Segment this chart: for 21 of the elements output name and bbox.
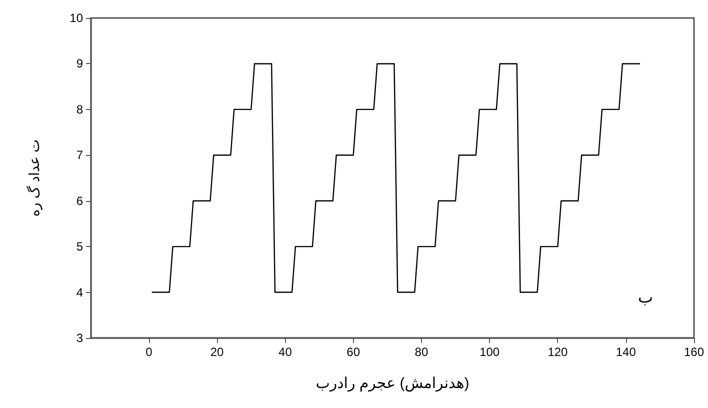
x-axis-title: هدنرامش) عجرم رادرب) bbox=[316, 375, 470, 392]
y-tick-label: 9 bbox=[76, 56, 84, 71]
x-tick-label: 0 bbox=[146, 345, 153, 359]
y-tick-label: 8 bbox=[76, 102, 84, 116]
y-tick-label: 5 bbox=[76, 240, 84, 254]
x-tick-label: 20 bbox=[210, 345, 224, 359]
line-series bbox=[152, 63, 640, 293]
annotation: ب bbox=[638, 290, 653, 306]
y-tick-label: 3 bbox=[76, 331, 84, 345]
y-tick-label: 4 bbox=[76, 285, 84, 300]
x-tick-label: 140 bbox=[616, 345, 636, 359]
x-tick-label: 100 bbox=[480, 345, 500, 359]
x-tick-label: 80 bbox=[414, 345, 428, 359]
x-tick-label: 120 bbox=[548, 345, 568, 359]
x-tick-label: 160 bbox=[684, 345, 704, 359]
x-tick-label: 40 bbox=[278, 345, 292, 359]
x-tick-label: 60 bbox=[346, 345, 360, 359]
y-tick-label: 10 bbox=[70, 11, 84, 25]
y-tick-label: 7 bbox=[76, 148, 84, 162]
y-tick-label: 6 bbox=[76, 194, 84, 208]
y-axis-title: ت عداد گ ره bbox=[26, 139, 43, 217]
